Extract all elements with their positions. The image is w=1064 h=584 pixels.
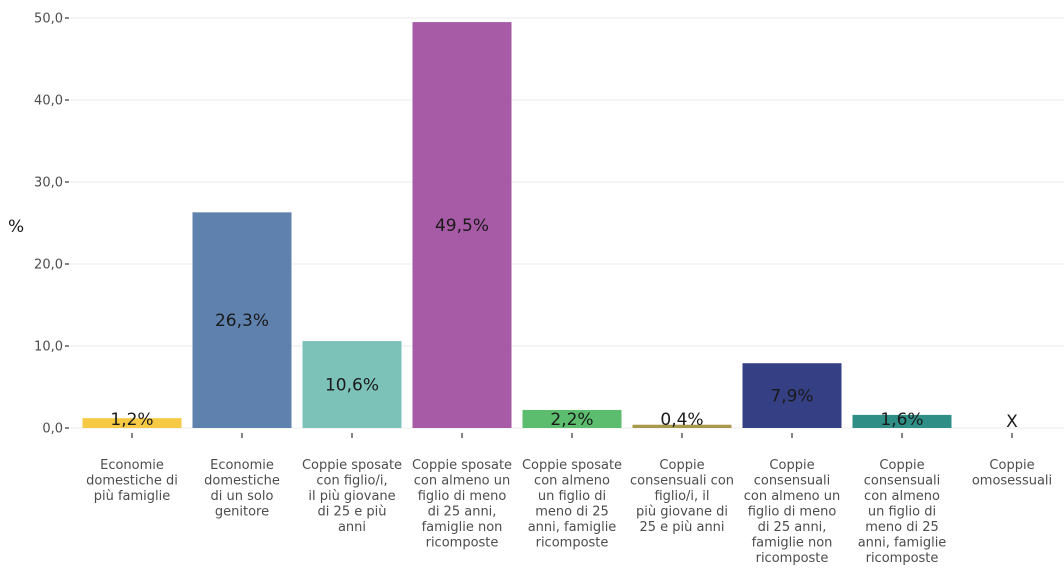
y-tick-label: 30,0	[34, 176, 63, 191]
y-axis-title: %	[8, 217, 24, 237]
bar	[632, 424, 732, 428]
x-tick-label: Coppie omosessuali	[972, 458, 1052, 489]
data-label: 0,4%	[660, 410, 703, 430]
bar	[302, 341, 402, 428]
y-axis: 0,0 10,0 20,0 30,0 40,0 50,0	[34, 12, 69, 437]
data-label: 10,6%	[325, 376, 379, 396]
bar	[82, 418, 182, 428]
data-label: 1,2%	[110, 410, 153, 430]
bar	[412, 22, 512, 428]
x-tick-label: Economie domestiche di un solo genitore	[204, 458, 280, 520]
bar	[192, 212, 292, 428]
x-tick-label: Coppie sposate con almeno un figlio di meno…	[522, 458, 622, 551]
y-tick-label: 50,0	[34, 12, 63, 27]
x-tick-label: Economie domestiche di più famiglie	[86, 458, 178, 504]
bar	[522, 409, 622, 428]
data-label: 1,6%	[880, 410, 923, 430]
x-axis: Economie domestiche di più famiglie Economi…	[86, 433, 1052, 566]
data-label: X	[1006, 412, 1018, 432]
data-label: 2,2%	[550, 410, 593, 430]
x-tick-label: Coppie consensuali con almeno un figlio di m…	[858, 458, 947, 566]
x-tick-label: Coppie consensuali con almeno un figlio di …	[744, 458, 841, 566]
data-label: 7,9%	[770, 387, 813, 407]
x-tick-label: Coppie consensuali con figlio/i, il più gio…	[630, 458, 734, 535]
y-tick-label: 40,0	[34, 94, 63, 109]
data-label: 26,3%	[215, 311, 269, 331]
x-tick-label: Coppie sposate con figlio/i, il più giovan…	[302, 458, 402, 535]
data-label: 49,5%	[435, 216, 489, 236]
x-tick-label: Coppie sposate con almeno un figlio di men…	[412, 458, 512, 551]
y-tick-label: 10,0	[34, 340, 63, 355]
bar	[852, 414, 952, 428]
y-tick-label: 0,0	[42, 422, 63, 437]
bar	[742, 363, 842, 428]
bar-layer	[82, 22, 952, 428]
y-tick-label: 20,0	[34, 258, 63, 273]
data-labels: 1,2% 26,3% 10,6% 49,5% 2,2% 0,4% 7,9% 1,6% X	[110, 216, 1018, 432]
